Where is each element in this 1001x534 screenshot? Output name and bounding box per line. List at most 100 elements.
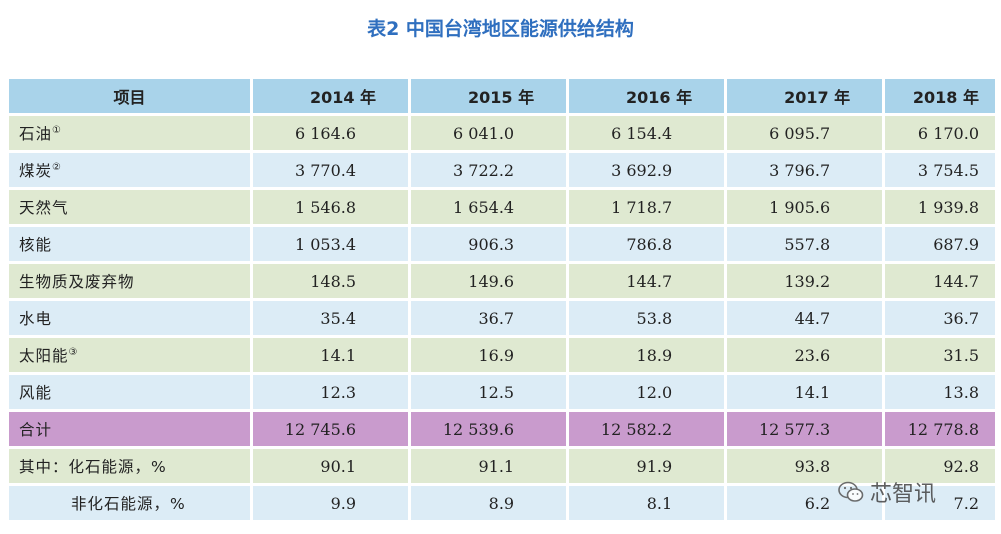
row-label: 太阳能③ bbox=[9, 338, 250, 372]
table-cell: 6.2 bbox=[727, 486, 883, 520]
row-label: 合计 bbox=[9, 412, 250, 446]
table-row: 风能 12.3 12.5 12.0 14.1 13.8 bbox=[9, 375, 995, 409]
table-cell: 786.8 bbox=[569, 227, 725, 261]
table-cell: 12 539.6 bbox=[411, 412, 567, 446]
row-label-text: 其中：化石能源，% bbox=[19, 458, 167, 476]
header-year: 2015 年 bbox=[411, 79, 567, 113]
footnote-mark: ③ bbox=[68, 346, 79, 358]
table-cell: 3 692.9 bbox=[569, 153, 725, 187]
table-row: 煤炭② 3 770.4 3 722.2 3 692.9 3 796.7 3 754.5 bbox=[9, 153, 995, 187]
table-title: 表2 中国台湾地区能源供给结构 bbox=[367, 18, 634, 40]
row-label: 天然气 bbox=[9, 190, 250, 224]
table-row: 生物质及废弃物 148.5 149.6 144.7 139.2 144.7 bbox=[9, 264, 995, 298]
table-cell: 12.5 bbox=[411, 375, 567, 409]
header-year: 2017 年 bbox=[727, 79, 883, 113]
table-row: 石油① 6 164.6 6 041.0 6 154.4 6 095.7 6 170.0 bbox=[9, 116, 995, 150]
table-cell: 148.5 bbox=[253, 264, 409, 298]
table-cell: 144.7 bbox=[885, 264, 995, 298]
table-cell: 18.9 bbox=[569, 338, 725, 372]
row-label: 风能 bbox=[9, 375, 250, 409]
footnote-mark: ② bbox=[52, 161, 62, 173]
table-cell: 7.2 bbox=[885, 486, 995, 520]
row-label: 核能 bbox=[9, 227, 250, 261]
table-cell: 6 170.0 bbox=[885, 116, 995, 150]
table-cell: 12 745.6 bbox=[253, 412, 409, 446]
row-label-text: 核能 bbox=[19, 236, 53, 254]
table-cell: 3 796.7 bbox=[727, 153, 883, 187]
table-cell: 6 154.4 bbox=[569, 116, 725, 150]
table-row: 非化石能源，% 9.9 8.9 8.1 6.2 7.2 bbox=[9, 486, 995, 520]
table-cell: 9.9 bbox=[253, 486, 409, 520]
table-cell: 6 041.0 bbox=[411, 116, 567, 150]
header-year: 2018 年 bbox=[885, 79, 995, 113]
row-label-text: 水电 bbox=[19, 310, 53, 328]
table-row: 核能 1 053.4 906.3 786.8 557.8 687.9 bbox=[9, 227, 995, 261]
table-cell: 53.8 bbox=[569, 301, 725, 335]
row-label: 水电 bbox=[9, 301, 250, 335]
table-cell: 3 754.5 bbox=[885, 153, 995, 187]
table-cell: 1 654.4 bbox=[411, 190, 567, 224]
header-year: 2016 年 bbox=[569, 79, 725, 113]
table-cell: 90.1 bbox=[253, 449, 409, 483]
table-cell: 3 770.4 bbox=[253, 153, 409, 187]
row-label-text: 风能 bbox=[19, 384, 53, 402]
table-cell: 687.9 bbox=[885, 227, 995, 261]
table-cell: 8.9 bbox=[411, 486, 567, 520]
table-cell: 12 577.3 bbox=[727, 412, 883, 446]
row-label-text: 生物质及废弃物 bbox=[19, 273, 135, 291]
row-label-text: 非化石能源，% bbox=[71, 495, 186, 513]
table-cell: 12 778.8 bbox=[885, 412, 995, 446]
table-row: 水电 35.4 36.7 53.8 44.7 36.7 bbox=[9, 301, 995, 335]
table-row: 太阳能③ 14.1 16.9 18.9 23.6 31.5 bbox=[9, 338, 995, 372]
row-label: 石油① bbox=[9, 116, 250, 150]
table-cell: 44.7 bbox=[727, 301, 883, 335]
table-cell: 36.7 bbox=[885, 301, 995, 335]
row-label-text: 石油 bbox=[19, 125, 53, 143]
watermark: 芯智讯 bbox=[838, 476, 936, 508]
table-cell: 91.1 bbox=[411, 449, 567, 483]
table-cell: 16.9 bbox=[411, 338, 567, 372]
wechat-icon bbox=[838, 481, 864, 502]
row-label-text: 合计 bbox=[19, 421, 53, 439]
table-cell: 92.8 bbox=[885, 449, 995, 483]
table-cell: 6 164.6 bbox=[253, 116, 409, 150]
table-cell: 13.8 bbox=[885, 375, 995, 409]
table-cell: 906.3 bbox=[411, 227, 567, 261]
table-cell: 35.4 bbox=[253, 301, 409, 335]
table-cell: 1 546.8 bbox=[253, 190, 409, 224]
table-cell: 6 095.7 bbox=[727, 116, 883, 150]
row-label: 煤炭② bbox=[9, 153, 250, 187]
table-cell: 3 722.2 bbox=[411, 153, 567, 187]
header-item: 项目 bbox=[9, 79, 250, 113]
table-cell: 144.7 bbox=[569, 264, 725, 298]
header-row: 项目 2014 年 2015 年 2016 年 2017 年 2018 年 bbox=[9, 79, 995, 113]
row-label: 生物质及废弃物 bbox=[9, 264, 250, 298]
row-label-text: 天然气 bbox=[19, 199, 69, 217]
table-cell: 1 718.7 bbox=[569, 190, 725, 224]
table-cell: 14.1 bbox=[727, 375, 883, 409]
table-cell: 8.1 bbox=[569, 486, 725, 520]
header-year: 2014 年 bbox=[253, 79, 409, 113]
energy-supply-table: 项目 2014 年 2015 年 2016 年 2017 年 2018 年 石油… bbox=[6, 76, 998, 523]
table-cell: 139.2 bbox=[727, 264, 883, 298]
table-cell: 36.7 bbox=[411, 301, 567, 335]
row-label-text: 煤炭 bbox=[19, 162, 53, 180]
watermark-text: 芯智讯 bbox=[870, 482, 937, 507]
table-cell: 12.0 bbox=[569, 375, 725, 409]
row-label-text: 太阳能 bbox=[19, 347, 69, 365]
table-cell: 12 582.2 bbox=[569, 412, 725, 446]
table-cell: 1 053.4 bbox=[253, 227, 409, 261]
table-cell: 23.6 bbox=[727, 338, 883, 372]
table-row: 其中：化石能源，% 90.1 91.1 91.9 93.8 92.8 bbox=[9, 449, 995, 483]
table-row: 天然气 1 546.8 1 654.4 1 718.7 1 905.6 1 939.8 bbox=[9, 190, 995, 224]
row-label: 非化石能源，% bbox=[9, 486, 250, 520]
table-cell: 149.6 bbox=[411, 264, 567, 298]
row-label: 其中：化石能源，% bbox=[9, 449, 250, 483]
table-cell: 93.8 bbox=[727, 449, 883, 483]
table-cell: 1 905.6 bbox=[727, 190, 883, 224]
table-cell: 1 939.8 bbox=[885, 190, 995, 224]
table-cell: 12.3 bbox=[253, 375, 409, 409]
footnote-mark: ① bbox=[52, 124, 62, 136]
table-row: 合计 12 745.6 12 539.6 12 582.2 12 577.3 12 778… bbox=[9, 412, 995, 446]
table-cell: 557.8 bbox=[727, 227, 883, 261]
